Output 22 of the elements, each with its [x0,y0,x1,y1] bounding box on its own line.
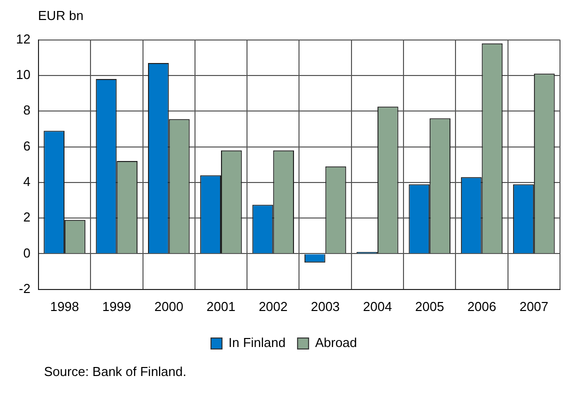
x-tick-label: 2006 [467,298,496,314]
legend-label: Abroad [315,335,358,350]
y-tick-label: 0 [23,245,30,260]
x-tick-label: 2004 [363,298,392,314]
y-axis-title: EUR bn [38,8,85,24]
y-tick-label: 4 [23,174,30,190]
x-tick-label: 2005 [415,298,444,314]
x-tick-label: 2003 [310,298,340,314]
y-tick-label: 12 [16,31,30,46]
y-tick-label: 6 [23,138,30,154]
x-tick-label: 2007 [519,298,548,314]
y-tick-label: 8 [23,102,30,118]
x-tick-label: 2001 [206,298,236,314]
source-note: Source: Bank of Finland. [44,364,188,379]
y-tick-label: 2 [23,210,30,225]
y-tick-label: -2 [18,280,30,296]
x-tick-label: 2002 [258,298,288,314]
legend-label: In Finland [228,335,286,350]
y-tick-label: 10 [16,67,30,82]
x-tick-label: 1999 [102,298,132,314]
x-tick-label: 2000 [154,298,184,314]
x-tick-label: 1998 [50,298,79,314]
